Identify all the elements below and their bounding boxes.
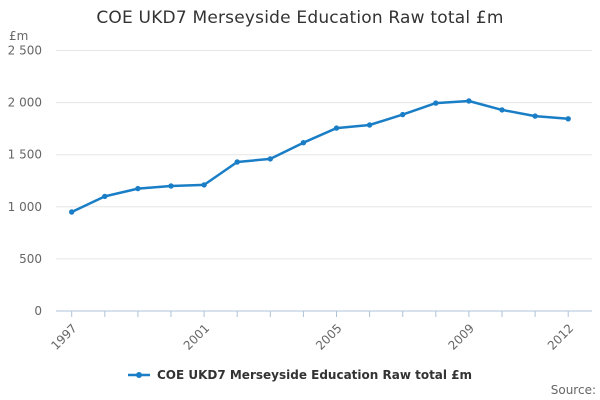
data-point[interactable] [499,107,505,113]
x-axis-tick-label: 2001 [181,321,212,352]
legend-item[interactable]: COE UKD7 Merseyside Education Raw total … [0,366,600,384]
x-axis-tick-label: 2012 [545,321,576,352]
y-axis-tick-label: 1 500 [8,148,42,162]
chart-title: COE UKD7 Merseyside Education Raw total … [96,8,504,28]
data-point[interactable] [267,156,273,162]
data-point[interactable] [565,116,571,122]
y-axis-tick-label: 0 [34,304,42,318]
y-axis-tick-label: 500 [19,252,42,266]
gridlines [56,50,592,260]
series-line [70,99,570,214]
data-point[interactable] [300,140,307,146]
data-point[interactable] [135,185,141,192]
data-point[interactable] [201,182,207,188]
data-point[interactable] [69,209,75,215]
legend-series-label: COE UKD7 Merseyside Education Raw total … [156,368,473,382]
data-point[interactable] [102,193,108,200]
y-axis-unit-label: £m [9,29,28,43]
y-axis-tick-label: 1 000 [8,200,42,214]
data-point[interactable] [234,159,240,165]
x-axis-tick-label: 1997 [48,321,79,352]
y-axis-tick-label: 2 000 [8,96,42,110]
y-axis-labels: 0 500 1 000 1 500 2 000 2 500 [8,44,42,319]
x-axis-tick-label: 2009 [446,321,477,352]
data-point[interactable] [333,125,340,131]
legend-series-marker-icon [127,372,150,378]
x-axis [56,310,592,317]
x-axis-labels: 1997 2001 2005 2009 2012 [48,321,576,352]
y-axis-tick-label: 2 500 [8,44,42,58]
series [69,98,571,215]
data-point[interactable] [532,113,538,119]
data-point[interactable] [400,111,406,118]
x-axis-tick-label: 2005 [313,321,344,352]
data-point[interactable] [168,183,174,189]
source-label: Source: [550,383,596,397]
data-point[interactable] [466,98,472,104]
data-point[interactable] [366,122,373,128]
data-point[interactable] [433,100,439,106]
